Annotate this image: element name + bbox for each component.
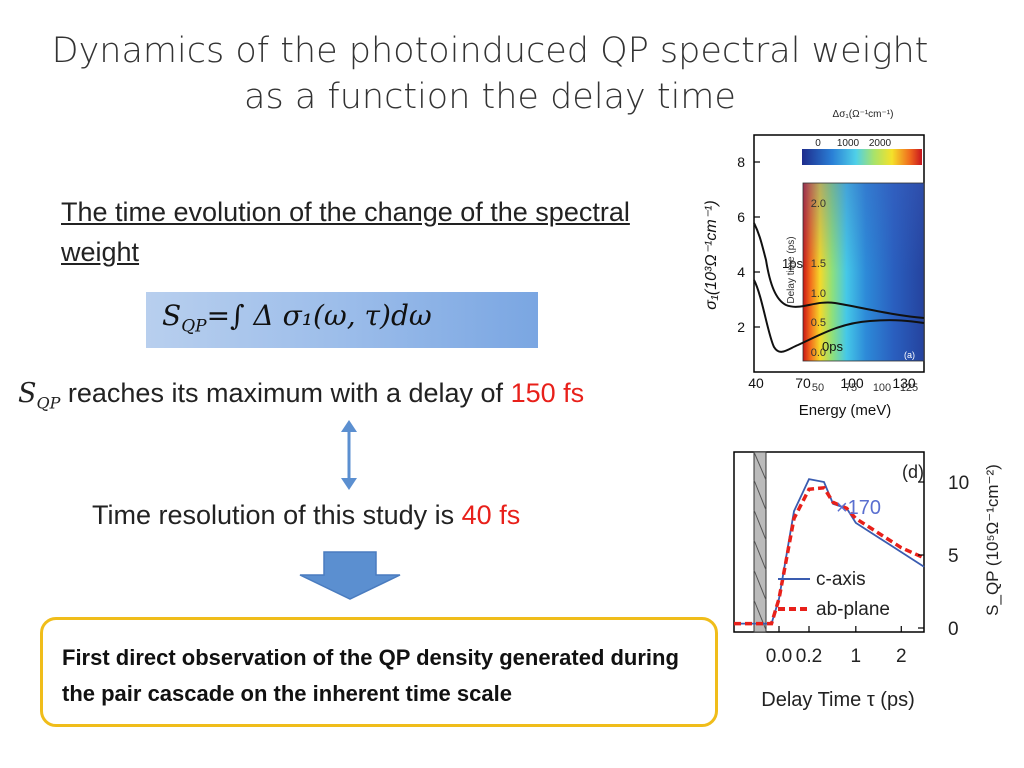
y-tick-label: 0 <box>948 619 959 640</box>
inner-x-tick-label: 100 <box>873 382 891 394</box>
inner-y-ticks: 0.0 0.5 1.0 1.5 2.0 <box>811 198 826 359</box>
time-resolution-statement: Time resolution of this study is 40 fs <box>92 500 520 531</box>
conclusion-text: First direct observation of the QP densi… <box>62 645 679 706</box>
title-line-1: Dynamics of the photoinduced QP spectral… <box>51 31 929 71</box>
colorbar-title: Δσ₁(Ω⁻¹cm⁻¹) <box>833 109 894 120</box>
outer-y-tick-label: 2 <box>737 319 745 335</box>
outer-y-label: σ₁(10³Ω⁻¹cm⁻¹) <box>703 200 720 310</box>
hatch-line <box>753 539 767 571</box>
resolution-text: Time resolution of this study is <box>92 500 462 530</box>
heatmap-frame <box>802 182 925 362</box>
outer-x-tick-label: 100 <box>840 375 864 391</box>
legend-label-ab-plane: ab-plane <box>816 599 890 620</box>
formula-box <box>146 292 538 348</box>
curve-label-1ps: 1ps <box>782 256 803 271</box>
inner-y-tick-label: 1.5 <box>811 258 826 270</box>
outer-y-tick-label: 8 <box>737 154 745 170</box>
legend-label-c-axis: c-axis <box>816 569 866 590</box>
inner-y-tick-label: 0.5 <box>811 317 826 329</box>
formula-body: =∫ Δ σ₁(ω, τ)dω <box>206 299 432 332</box>
title-line-2: as a function the delay time <box>244 77 736 117</box>
panel-label-d: (d) <box>902 462 924 482</box>
slide-title: Dynamics of the photoinduced QP spectral… <box>0 28 980 120</box>
outer-y-ticks: 2 4 6 8 <box>737 154 760 335</box>
x-ticks: 0.0 0.2 1 2 <box>766 626 907 667</box>
x-tick-label: 1 <box>851 646 862 667</box>
x-tick-label: 2 <box>896 646 907 667</box>
pump-pulse-bar <box>753 451 767 633</box>
hatch-line <box>753 509 767 541</box>
outer-y-tick-label: 4 <box>737 264 745 280</box>
y-axis-label: S_QP (10⁵Ω⁻¹cm⁻²) <box>983 464 1002 616</box>
colorbar-tick-label: 2000 <box>869 138 892 149</box>
y-tick-label: 5 <box>948 546 959 567</box>
spectrum-curve-1ps <box>753 222 925 319</box>
max-delay-statement: SQP reaches its maximum with a delay of … <box>18 378 584 412</box>
series-group <box>734 478 925 626</box>
x-tick-label: 0.0 <box>766 646 792 667</box>
inner-y-tick-label: 2.0 <box>811 198 826 210</box>
outer-x-tick-label: 40 <box>748 375 764 391</box>
heatmap-figure: Δσ₁(Ω⁻¹cm⁻¹) 0 1000 2000 1ps 0ps (a) 2468 … <box>703 109 925 419</box>
conclusion-box <box>40 617 718 727</box>
resolution-value: 40 fs <box>461 500 521 530</box>
colorbar-tick-label: 0 <box>815 138 821 149</box>
double-arrow-icon <box>341 420 357 490</box>
inner-x-tick-label: 125 <box>900 382 918 394</box>
y-ticks: 0 5 10 <box>918 473 969 640</box>
panel-label-a: (a) <box>904 350 915 360</box>
inner-x-tick-label: 50 <box>812 382 824 394</box>
line-chart-figure: 0.0 0.2 1 2 0 5 10 (d) ×170 c-axis ab-plane D… <box>733 451 1002 711</box>
subheading: The time evolution of the change of the … <box>61 197 630 267</box>
formula: SQP=∫ Δ σ₁(ω, τ)dω <box>162 299 432 337</box>
outer-x-tick-label: 70 <box>795 375 811 391</box>
inner-y-label: Delay time (ps) <box>786 236 797 303</box>
heatmap-shading <box>803 183 924 361</box>
scale-annotation: ×170 <box>836 497 881 519</box>
inner-x-ticks: 50 75 100 125 <box>812 382 918 394</box>
hatch-line <box>753 479 767 511</box>
x-axis-label: Delay Time τ (ps) <box>761 689 915 711</box>
series-line-ab-plane <box>734 485 925 626</box>
y-tick-label: 10 <box>948 473 969 494</box>
x-axis-label: Energy (meV) <box>799 402 892 419</box>
curve-label-0ps: 0ps <box>822 339 843 354</box>
max-delay-text: reaches its maximum with a delay of <box>60 378 511 408</box>
colorbar-ticks: 0 1000 2000 <box>815 138 891 149</box>
spectrum-curve-0ps <box>753 279 925 353</box>
x-tick-label: 0.2 <box>796 646 822 667</box>
formula-subscript: QP <box>181 316 207 337</box>
sqp-subscript: QP <box>36 393 61 413</box>
outer-x-tick-label: 130 <box>892 375 916 391</box>
formula-symbol: S <box>162 299 182 332</box>
inner-y-tick-label: 1.0 <box>811 288 826 300</box>
outer-y-tick-label: 6 <box>737 209 745 225</box>
hatch-line <box>753 599 767 631</box>
hatch-line <box>753 569 767 601</box>
outer-x-ticks: 40 70 100 130 <box>748 375 916 391</box>
inner-x-tick-label: 75 <box>845 382 857 394</box>
colorbar-tick-label: 1000 <box>837 138 860 149</box>
sqp-symbol: S <box>18 378 37 409</box>
inner-y-tick-label: 0.0 <box>811 347 826 359</box>
hatch-line <box>753 451 767 481</box>
max-delay-value: 150 fs <box>510 378 585 408</box>
colorbar <box>802 149 922 165</box>
down-arrow-icon <box>299 551 401 600</box>
